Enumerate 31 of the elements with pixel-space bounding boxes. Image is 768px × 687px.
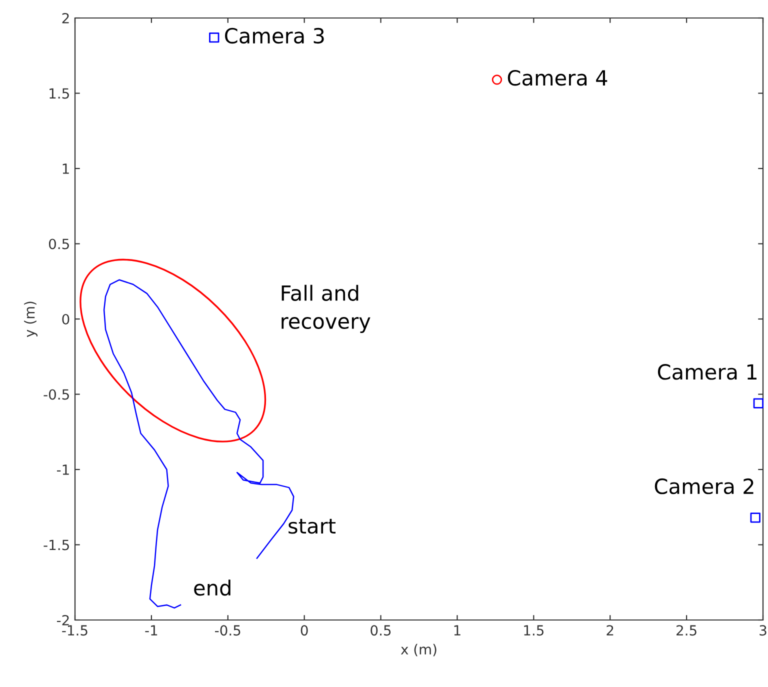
series-label: Camera 2 — [654, 478, 754, 494]
annotation: start — [288, 518, 336, 534]
y-axis-title: y (m) — [24, 302, 38, 338]
x-tick-label: 0 — [300, 625, 308, 636]
y-tick-label: 1.5 — [50, 88, 69, 99]
series-label: Camera 1 — [658, 364, 756, 380]
y-tick-label: -2 — [56, 614, 69, 626]
series-label: Camera 4 — [508, 70, 608, 86]
point — [753, 398, 764, 408]
y-tick-label: -0.5 — [44, 389, 69, 400]
x-tick-label: -1 — [145, 625, 158, 636]
annotation: end — [194, 580, 230, 596]
x-tick-label: 0.5 — [370, 625, 391, 636]
y-tick-label: -1 — [56, 464, 69, 475]
point — [750, 512, 760, 523]
y-tick-label: 1 — [62, 164, 69, 174]
x-tick-label: 1 — [454, 625, 460, 636]
x-axis-title: x (m) — [400, 644, 436, 656]
annotation: Fall and recovery — [282, 284, 370, 334]
x-tick-label: 3 — [760, 625, 766, 636]
x-tick-label: 2 — [606, 625, 614, 636]
point — [492, 74, 502, 85]
y-tick-label: 0 — [62, 314, 70, 324]
y-tick-label: 2 — [62, 12, 69, 24]
series-label: Camera 3 — [225, 28, 324, 44]
x-tick-label: 1.5 — [524, 625, 544, 636]
y-tick-label: 0.5 — [48, 238, 69, 250]
point — [209, 32, 220, 43]
x-tick-label: -0.5 — [215, 625, 240, 636]
y-tick-label: -1.5 — [44, 540, 69, 550]
x-tick-label: 2.5 — [676, 625, 696, 636]
